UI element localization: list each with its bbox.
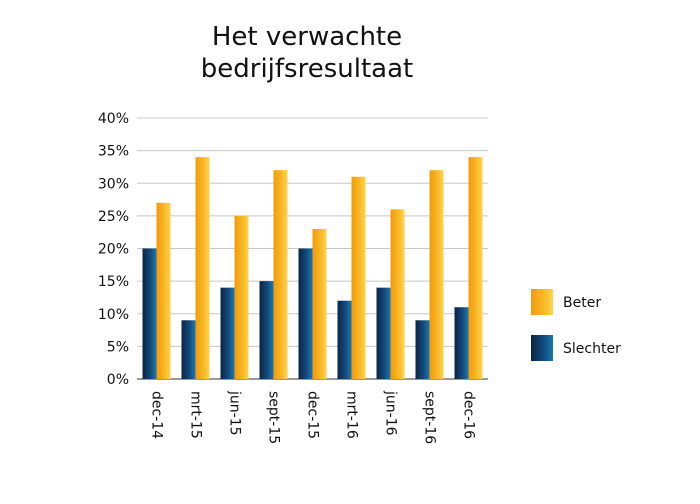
bar-slechter-jun-15 bbox=[220, 287, 235, 379]
legend-label-beter: Beter bbox=[563, 295, 601, 311]
bar-beter-mrt-16 bbox=[351, 176, 366, 379]
bar-slechter-sept-15 bbox=[259, 281, 274, 379]
bar-beter-sept-15 bbox=[273, 170, 288, 379]
x-tick-label: sept-15 bbox=[266, 391, 282, 444]
y-tick-label: 35% bbox=[98, 144, 129, 160]
x-tick-label: dec-15 bbox=[305, 391, 321, 439]
bar-slechter-dec-16 bbox=[454, 307, 469, 379]
y-tick-label: 40% bbox=[98, 111, 129, 127]
y-tick-label: 25% bbox=[98, 209, 129, 225]
bar-beter-jun-15 bbox=[234, 215, 249, 379]
x-tick-label: dec-14 bbox=[149, 391, 165, 439]
bar-slechter-mrt-16 bbox=[337, 300, 352, 379]
legend-swatch-beter bbox=[531, 289, 553, 315]
legend-swatch-slechter bbox=[531, 335, 553, 361]
bar-slechter-dec-15 bbox=[298, 248, 313, 379]
chart-title-line-1: Het verwachte bbox=[212, 22, 402, 52]
bar-slechter-sept-16 bbox=[415, 320, 430, 379]
legend: Beter Slechter bbox=[531, 289, 621, 361]
y-tick-label: 20% bbox=[98, 242, 129, 258]
x-tick-label: jun-16 bbox=[383, 390, 399, 436]
bar-beter-mrt-15 bbox=[195, 157, 210, 379]
bar-slechter-dec-14 bbox=[142, 248, 157, 379]
bar-slechter-jun-16 bbox=[376, 287, 391, 379]
x-axis-tick-labels: dec-14 mrt-15 jun-15 sept-15 dec-15 mrt-16 jun… bbox=[149, 390, 477, 444]
y-tick-label: 30% bbox=[98, 176, 129, 192]
bar-beter-sept-16 bbox=[429, 170, 444, 379]
y-tick-label: 15% bbox=[98, 274, 129, 290]
y-tick-label: 10% bbox=[98, 307, 129, 323]
chart-title-line-2: bedrijfsresultaat bbox=[201, 54, 413, 84]
x-tick-label: dec-16 bbox=[461, 391, 477, 439]
x-tick-label: sept-16 bbox=[422, 391, 438, 444]
bar-beter-jun-16 bbox=[390, 209, 405, 379]
y-axis-tick-labels: 0% 5% 10% 15% 20% 25% 30% 35% 40% bbox=[98, 111, 129, 388]
bar-beter-dec-15 bbox=[312, 228, 327, 379]
x-tick-label: mrt-16 bbox=[344, 391, 360, 439]
bar-beter-dec-14 bbox=[156, 202, 171, 379]
bar-beter-dec-16 bbox=[468, 157, 483, 379]
bar-slechter-mrt-15 bbox=[181, 320, 196, 379]
y-tick-label: 0% bbox=[107, 372, 129, 388]
y-tick-label: 5% bbox=[107, 339, 129, 355]
chart-title: Het verwachte bedrijfsresultaat bbox=[201, 22, 413, 84]
legend-label-slechter: Slechter bbox=[563, 341, 621, 357]
x-tick-label: jun-15 bbox=[227, 390, 243, 436]
x-tick-label: mrt-15 bbox=[188, 391, 204, 439]
bars bbox=[142, 157, 483, 379]
